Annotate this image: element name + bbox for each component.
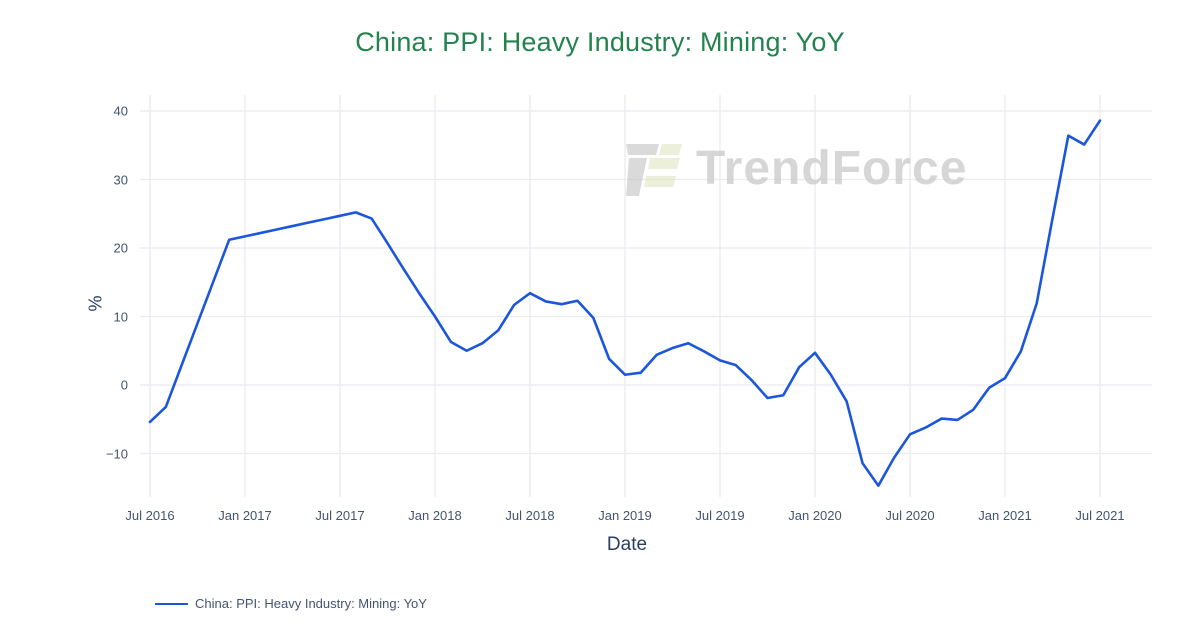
legend-item[interactable]: China: PPI: Heavy Industry: Mining: YoY (155, 597, 427, 610)
series-line (148, 119, 1102, 487)
y-tick-label: 10 (113, 309, 128, 324)
x-tick-label: Jan 2019 (598, 508, 652, 523)
x-tick-label: Jul 2017 (315, 508, 365, 523)
x-tick-label: Jul 2019 (695, 508, 745, 523)
y-axis-title: % (85, 295, 106, 312)
y-tick-label: 0 (120, 377, 128, 393)
y-tick-label: −10 (105, 446, 128, 461)
y-tick-label: 30 (113, 172, 128, 187)
chart-title: China: PPI: Heavy Industry: Mining: YoY (355, 27, 845, 57)
x-axis-title: Date (606, 534, 648, 555)
x-tick-label: Jul 2020 (885, 508, 935, 523)
x-tick-label: Jan 2020 (788, 508, 842, 523)
y-tick-label: 20 (113, 240, 128, 256)
x-tick-label: Jul 2018 (505, 508, 555, 523)
x-tick-label: Jan 2018 (408, 508, 462, 523)
x-tick-label: Jul 2021 (1075, 508, 1125, 523)
legend-label: China: PPI: Heavy Industry: Mining: YoY (195, 596, 427, 611)
x-tick-label: Jan 2017 (218, 508, 272, 523)
y-tick-label: 40 (113, 103, 128, 119)
gridlines (140, 95, 1152, 497)
x-tick-label: Jul 2016 (125, 508, 175, 523)
legend-line-swatch (155, 602, 188, 605)
x-tick-label: Jan 2021 (978, 508, 1032, 523)
